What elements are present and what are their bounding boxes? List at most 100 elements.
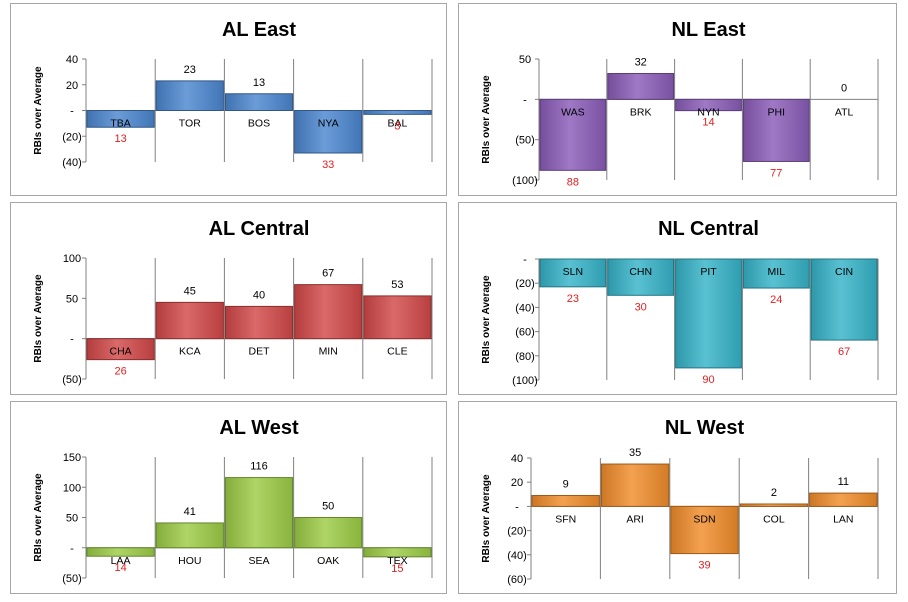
category-label: OAK (317, 555, 339, 567)
bar-cle (363, 295, 432, 340)
data-label: 13 (114, 133, 126, 145)
data-label: 23 (184, 64, 196, 76)
y-tick-label: (20) (515, 278, 535, 290)
category-label: SDN (693, 513, 715, 525)
category-label: WAS (561, 106, 585, 118)
bar-ari (600, 463, 670, 507)
category-label: NYA (318, 118, 339, 130)
bar-phi (742, 98, 810, 162)
bar-bos (224, 93, 294, 111)
category-label: MIL (768, 266, 786, 278)
bar-chn (607, 258, 675, 296)
category-label: MIN (319, 346, 338, 358)
bar-det (224, 305, 294, 340)
chart-title: AL West (219, 417, 299, 439)
y-tick-label: 50 (66, 293, 78, 305)
category-label: TEX (387, 555, 407, 567)
category-label: CLE (387, 346, 407, 358)
y-axis-label: RBIs over Average (481, 474, 492, 563)
chart-al-west: AL West RBIs over Average 150 100 50 - (50) LAA… (10, 401, 447, 594)
category-label: NYN (697, 106, 719, 118)
data-label: 35 (629, 447, 641, 459)
y-tick-label: (60) (515, 327, 535, 339)
chart-nl-central: NL Central RBIs over Average - (20) (40) (60)… (458, 202, 897, 395)
y-tick-label: - (523, 94, 527, 106)
data-label: 14 (114, 562, 126, 574)
bar-cin (810, 258, 878, 341)
category-label: ARI (626, 513, 644, 525)
y-tick-label: 150 (63, 452, 81, 464)
category-label: LAA (111, 555, 131, 567)
y-tick-label: (40) (62, 157, 82, 169)
data-label: 67 (838, 346, 850, 358)
y-axis-label: RBIs over Average (33, 274, 44, 363)
data-label: 39 (698, 560, 710, 572)
category-label: BRK (630, 106, 652, 118)
bar-sea (224, 477, 294, 549)
category-label: TOR (179, 118, 201, 130)
y-tick-label: (40) (515, 302, 535, 314)
chart-title: AL Central (209, 218, 310, 240)
data-label: 11 (838, 476, 849, 488)
bar-pit (675, 258, 742, 369)
chart-svg: NL Central RBIs over Average - (20) (40) (60)… (481, 218, 879, 387)
bar-kca (155, 301, 224, 340)
category-label: HOU (178, 555, 201, 567)
data-label: 88 (567, 176, 579, 188)
data-label: 14 (702, 117, 714, 129)
bar-tba (86, 110, 155, 128)
data-label: 13 (253, 77, 265, 89)
y-axis-label: RBIs over Average (33, 66, 44, 155)
data-label: 2 (771, 487, 777, 499)
bar-min (294, 284, 363, 340)
data-label: 41 (184, 506, 196, 518)
y-tick-label: (60) (507, 574, 527, 586)
data-label: 77 (770, 167, 782, 179)
y-tick-label: 20 (511, 477, 523, 489)
bar-tor (155, 80, 224, 111)
category-label: ATL (835, 106, 854, 118)
category-label: COL (763, 513, 785, 525)
y-tick-label: 20 (66, 80, 78, 92)
y-tick-label: (100) (512, 375, 538, 387)
y-tick-label: 100 (63, 253, 81, 265)
y-tick-label: (50) (515, 135, 535, 147)
y-tick-label: (100) (512, 175, 538, 187)
bar-bal (363, 110, 432, 115)
y-tick-label: - (515, 501, 519, 513)
y-axis-label: RBIs over Average (481, 75, 492, 164)
category-label: BAL (387, 118, 407, 130)
data-label: 0 (841, 82, 847, 94)
y-tick-label: (20) (507, 526, 527, 538)
data-label: 53 (391, 279, 403, 291)
data-label: 3 (394, 120, 400, 132)
category-label: DET (249, 346, 271, 358)
y-tick-label: - (70, 543, 74, 555)
bar-tex (363, 547, 432, 558)
bar-sln (539, 258, 607, 288)
category-label: LAN (833, 513, 853, 525)
y-axis-label: RBIs over Average (481, 275, 492, 364)
y-tick-label: 100 (63, 482, 81, 494)
y-tick-label: (50) (62, 573, 82, 585)
bar-brk (607, 73, 675, 100)
bar-col (739, 503, 809, 507)
data-label: 90 (702, 374, 714, 386)
bar-oak (294, 517, 363, 549)
bar-mil (742, 258, 810, 289)
chart-nl-east: NL East RBIs over Average 50 - (50) (100) WAS 8… (458, 3, 897, 196)
category-label: KCA (179, 346, 201, 358)
bar-hou (155, 522, 224, 549)
data-label: 24 (770, 294, 782, 306)
y-tick-label: 50 (66, 513, 78, 525)
data-label: 15 (391, 563, 403, 575)
category-label: TBA (110, 118, 130, 130)
y-tick-label: 40 (511, 453, 523, 465)
bar-nyn (675, 98, 742, 112)
data-label: 23 (567, 293, 579, 305)
bar-nya (294, 110, 363, 154)
category-label: SFN (555, 513, 576, 525)
data-label: 30 (635, 301, 647, 313)
chart-svg: AL West RBIs over Average 150 100 50 - (50) LAA… (33, 417, 433, 585)
y-tick-label: (80) (515, 351, 535, 363)
